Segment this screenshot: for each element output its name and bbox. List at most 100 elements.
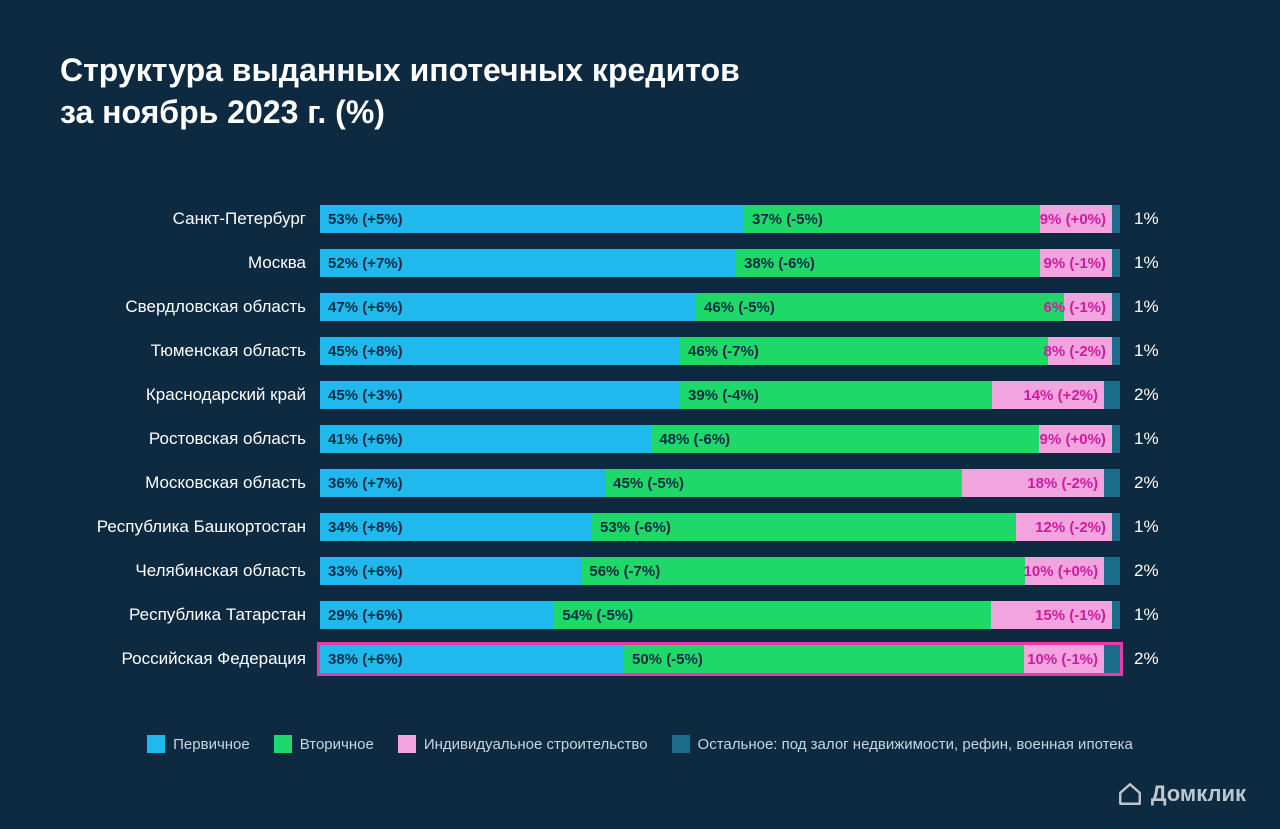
segment-primary: 52% (+7%) [320, 249, 736, 277]
segment-secondary: 53% (-6%) [592, 513, 1016, 541]
swatch-individual [398, 735, 416, 753]
chart-row: Тюменская область45% (+8%)46% (-7%)8% (-… [60, 335, 1220, 367]
row-label: Краснодарский край [60, 385, 320, 405]
chart-row: Московская область36% (+7%)45% (-5%)18% … [60, 467, 1220, 499]
chart-row: Республика Башкортостан34% (+8%)53% (-6%… [60, 511, 1220, 543]
segment-primary: 34% (+8%) [320, 513, 592, 541]
segment-secondary: 50% (-5%) [624, 645, 1024, 673]
segment-primary: 45% (+3%) [320, 381, 680, 409]
row-label: Республика Башкортостан [60, 517, 320, 537]
segment-individual: 6% (-1%) [1064, 293, 1112, 321]
segment-secondary: 54% (-5%) [554, 601, 990, 629]
chart-row: Ростовская область41% (+6%)48% (-6%)9% (… [60, 423, 1220, 455]
row-label: Республика Татарстан [60, 605, 320, 625]
row-label: Ростовская область [60, 429, 320, 449]
swatch-other [672, 735, 690, 753]
segment-secondary: 38% (-6%) [736, 249, 1040, 277]
logo-text: Домклик [1151, 781, 1246, 807]
segment-secondary: 45% (-5%) [605, 469, 961, 497]
swatch-primary [147, 735, 165, 753]
other-value: 1% [1134, 605, 1159, 625]
stacked-bar: 52% (+7%)38% (-6%)9% (-1%) [320, 249, 1120, 277]
segment-secondary: 56% (-7%) [581, 557, 1025, 585]
segment-primary: 47% (+6%) [320, 293, 696, 321]
row-label: Москва [60, 253, 320, 273]
legend-primary-label: Первичное [173, 736, 250, 753]
chart-row: Краснодарский край45% (+3%)39% (-4%)14% … [60, 379, 1220, 411]
segment-secondary: 46% (-7%) [680, 337, 1048, 365]
segment-primary: 53% (+5%) [320, 205, 744, 233]
segment-secondary: 46% (-5%) [696, 293, 1064, 321]
chart-row: Москва52% (+7%)38% (-6%)9% (-1%) 1% [60, 247, 1220, 279]
segment-secondary: 48% (-6%) [651, 425, 1039, 453]
stacked-bar: 45% (+8%)46% (-7%)8% (-2%) [320, 337, 1120, 365]
legend-other: Остальное: под залог недвижимости, рефин… [672, 735, 1133, 753]
logo: Домклик [1117, 781, 1246, 807]
segment-other [1112, 425, 1120, 453]
chart-container: Структура выданных ипотечных кредитов за… [0, 0, 1280, 793]
segment-other [1104, 381, 1120, 409]
chart-row: Челябинская область33% (+6%)56% (-7%)10%… [60, 555, 1220, 587]
segment-individual: 18% (-2%) [962, 469, 1105, 497]
segment-other [1112, 205, 1120, 233]
segment-primary: 45% (+8%) [320, 337, 680, 365]
segment-individual: 14% (+2%) [992, 381, 1104, 409]
segment-primary: 41% (+6%) [320, 425, 651, 453]
title-line-1: Структура выданных ипотечных кредитов [60, 52, 740, 88]
chart-row: Республика Татарстан29% (+6%)54% (-5%)15… [60, 599, 1220, 631]
segment-individual: 10% (+0%) [1025, 557, 1104, 585]
chart-row: Санкт-Петербург53% (+5%)37% (-5%)9% (+0%… [60, 203, 1220, 235]
segment-individual: 15% (-1%) [991, 601, 1112, 629]
other-value: 1% [1134, 297, 1159, 317]
stacked-bar: 45% (+3%)39% (-4%)14% (+2%) [320, 381, 1120, 409]
other-value: 2% [1134, 385, 1159, 405]
row-label: Московская область [60, 473, 320, 493]
legend-primary: Первичное [147, 735, 250, 753]
swatch-secondary [274, 735, 292, 753]
stacked-bar: 41% (+6%)48% (-6%)9% (+0%) [320, 425, 1120, 453]
other-value: 1% [1134, 517, 1159, 537]
legend-secondary: Вторичное [274, 735, 374, 753]
other-value: 1% [1134, 253, 1159, 273]
segment-secondary: 39% (-4%) [680, 381, 992, 409]
stacked-bar: 33% (+6%)56% (-7%)10% (+0%) [320, 557, 1120, 585]
segment-other [1104, 557, 1120, 585]
other-value: 1% [1134, 341, 1159, 361]
segment-other [1112, 601, 1120, 629]
segment-primary: 36% (+7%) [320, 469, 605, 497]
chart-row: Российская Федерация38% (+6%)50% (-5%)10… [60, 643, 1220, 675]
segment-other [1104, 469, 1120, 497]
row-label: Свердловская область [60, 297, 320, 317]
other-value: 1% [1134, 209, 1159, 229]
segment-individual: 9% (+0%) [1040, 205, 1112, 233]
chart-title: Структура выданных ипотечных кредитов за… [60, 50, 1220, 133]
other-value: 1% [1134, 429, 1159, 449]
row-label: Тюменская область [60, 341, 320, 361]
segment-other [1112, 513, 1120, 541]
other-value: 2% [1134, 473, 1159, 493]
segment-secondary: 37% (-5%) [744, 205, 1040, 233]
legend-other-label: Остальное: под залог недвижимости, рефин… [698, 736, 1133, 753]
house-icon [1117, 781, 1143, 807]
legend-secondary-label: Вторичное [300, 736, 374, 753]
stacked-bar: 29% (+6%)54% (-5%)15% (-1%) [320, 601, 1120, 629]
stacked-bar: 34% (+8%)53% (-6%)12% (-2%) [320, 513, 1120, 541]
other-value: 2% [1134, 561, 1159, 581]
legend-individual: Индивидуальное строительство [398, 735, 648, 753]
chart-legend: Первичное Вторичное Индивидуальное строи… [60, 735, 1220, 753]
segment-other [1104, 645, 1120, 673]
segment-other [1112, 293, 1120, 321]
segment-individual: 8% (-2%) [1048, 337, 1112, 365]
title-line-2: за ноябрь 2023 г. (%) [60, 94, 385, 130]
segment-primary: 38% (+6%) [320, 645, 624, 673]
legend-individual-label: Индивидуальное строительство [424, 736, 648, 753]
segment-other [1112, 249, 1120, 277]
stacked-bar: 53% (+5%)37% (-5%)9% (+0%) [320, 205, 1120, 233]
segment-other [1112, 337, 1120, 365]
segment-individual: 10% (-1%) [1024, 645, 1104, 673]
segment-individual: 9% (+0%) [1039, 425, 1112, 453]
stacked-bar: 38% (+6%)50% (-5%)10% (-1%) [320, 645, 1120, 673]
chart-row: Свердловская область47% (+6%)46% (-5%)6%… [60, 291, 1220, 323]
segment-individual: 12% (-2%) [1016, 513, 1112, 541]
row-label: Санкт-Петербург [60, 209, 320, 229]
